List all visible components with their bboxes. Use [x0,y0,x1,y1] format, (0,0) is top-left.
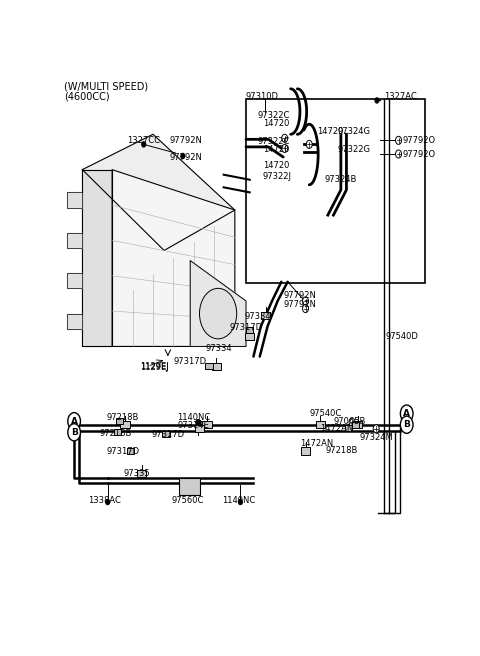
Circle shape [400,416,413,434]
Bar [353,421,362,428]
Text: 97322C: 97322C [257,111,289,119]
Circle shape [400,405,413,422]
Text: B: B [71,428,78,437]
Text: 97317D: 97317D [229,323,263,332]
Polygon shape [112,170,235,346]
Text: 97792N: 97792N [170,136,203,145]
Polygon shape [190,260,246,346]
Circle shape [302,297,309,305]
Bar [195,424,204,432]
Circle shape [373,424,379,433]
Circle shape [282,144,288,152]
Circle shape [306,140,312,148]
Text: 97792O: 97792O [402,150,435,159]
Text: 97317D: 97317D [107,447,140,456]
Bar [316,421,325,428]
Text: 14720: 14720 [317,127,343,136]
Ellipse shape [200,289,237,339]
Text: 1472AN: 1472AN [321,424,354,433]
Text: 97540D: 97540D [385,332,419,341]
Bar [202,421,212,428]
Text: 14720: 14720 [263,119,289,128]
Text: 1338AC: 1338AC [88,496,121,505]
Text: 97218B: 97218B [107,413,139,422]
Circle shape [349,418,355,426]
Bar [212,363,221,370]
Polygon shape [83,170,112,346]
Circle shape [396,150,401,158]
Text: 97560C: 97560C [172,496,204,505]
Polygon shape [67,314,83,329]
Bar [246,99,424,283]
Text: (4600CC): (4600CC) [64,91,109,101]
Bar [245,333,254,340]
Circle shape [375,98,379,103]
Bar [137,470,146,478]
Text: 97317D: 97317D [173,357,206,366]
Text: 14720: 14720 [263,145,289,154]
Text: (W/MULTI SPEED): (W/MULTI SPEED) [64,81,148,91]
Text: 97792N: 97792N [283,300,316,309]
Circle shape [396,136,401,144]
Polygon shape [67,233,83,248]
Polygon shape [83,134,235,251]
Text: 97065B: 97065B [334,417,366,426]
Circle shape [68,424,81,441]
Text: 1140NC: 1140NC [177,413,210,422]
Text: 1472AN: 1472AN [300,439,333,448]
Bar [162,431,170,438]
Text: 97218B: 97218B [99,429,132,438]
Circle shape [68,413,81,430]
Text: 1327AC: 1327AC [384,92,416,101]
Text: 97310D: 97310D [246,92,279,101]
Bar [116,418,123,424]
Text: 97322J: 97322J [263,172,292,180]
Text: 1327CC: 1327CC [127,136,160,145]
Text: 14720: 14720 [263,161,289,170]
Polygon shape [67,273,83,289]
Text: 97792O: 97792O [402,136,435,145]
Circle shape [239,499,242,504]
Circle shape [181,154,185,159]
Text: 1140NC: 1140NC [222,496,255,505]
Text: 1129EJ: 1129EJ [140,362,169,371]
Text: 97218B: 97218B [326,447,359,455]
Text: 97335: 97335 [123,469,150,478]
Text: A: A [71,417,78,426]
Text: 97317D: 97317D [151,430,184,439]
Bar [261,312,270,319]
Text: 97334: 97334 [244,312,271,321]
Text: B: B [403,420,410,429]
Circle shape [196,420,200,424]
Text: 97324M: 97324M [360,433,393,442]
Circle shape [142,142,145,147]
Text: 1129EJ: 1129EJ [140,363,169,372]
Text: 97322G: 97322G [337,145,370,154]
Bar [179,478,200,495]
Bar [352,422,360,428]
Text: 97540C: 97540C [309,409,341,418]
Text: 97792N: 97792N [283,291,316,300]
Text: 97324B: 97324B [324,175,357,184]
Text: 97322C: 97322C [257,137,289,146]
Bar [301,447,310,455]
Text: A: A [403,409,410,418]
Text: 97334: 97334 [205,344,232,354]
Circle shape [282,134,288,142]
Circle shape [106,499,109,504]
Bar [120,421,130,428]
Bar [246,327,253,333]
Bar [127,448,134,454]
Text: 97314E: 97314E [177,421,209,430]
Circle shape [302,304,309,313]
Bar [114,429,121,436]
Bar [205,363,213,369]
Text: 97792N: 97792N [170,152,203,161]
Text: 97324G: 97324G [337,127,370,136]
Polygon shape [67,192,83,207]
Bar [345,425,352,431]
